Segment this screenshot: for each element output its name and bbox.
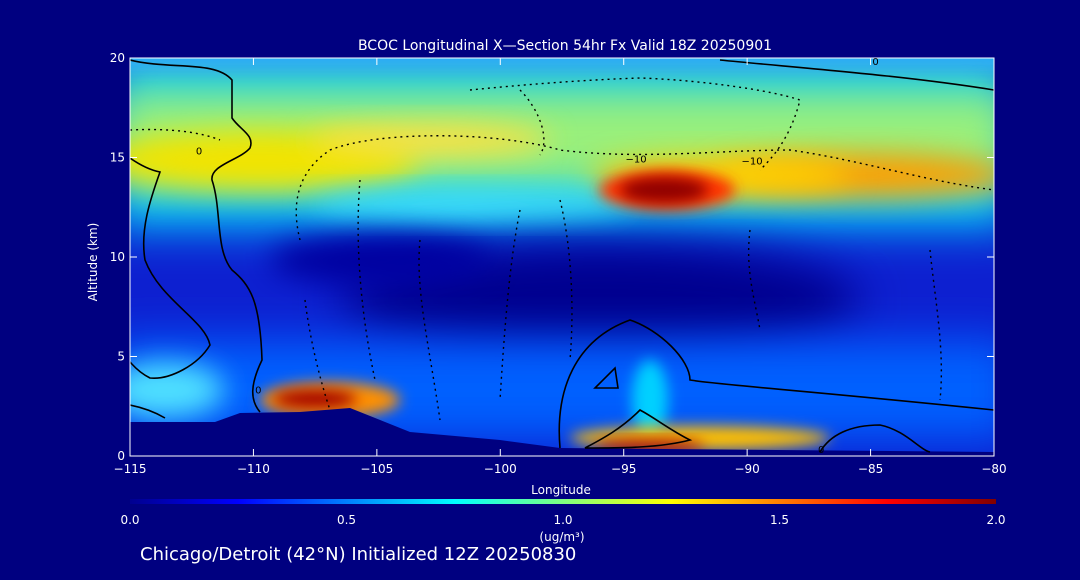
colorbar-ticks: 0.0 0.5 1.0 1.5 2.0 xyxy=(120,513,1005,527)
colorbar xyxy=(130,499,996,504)
contour-labels: 0 0 0 −10 −10 0 xyxy=(196,57,879,456)
contour-label: 0 xyxy=(196,147,202,158)
x-tick-label: −105 xyxy=(360,462,393,476)
y-tick-label: 5 xyxy=(117,350,125,364)
x-tick-label: −100 xyxy=(484,462,517,476)
contour-label: 0 xyxy=(255,385,261,396)
y-axis: 0 5 10 15 20 xyxy=(110,51,994,463)
x-tick-label: −110 xyxy=(237,462,270,476)
y-tick-label: 15 xyxy=(110,151,125,165)
colorbar-tick-label: 0.0 xyxy=(120,513,139,527)
x-tick-label: −90 xyxy=(734,462,759,476)
contour-label: −10 xyxy=(742,156,763,167)
contour-label: 0 xyxy=(818,445,824,456)
y-tick-label: 0 xyxy=(117,449,125,463)
contour-label: −10 xyxy=(626,154,647,165)
chart-title: BCOC Longitudinal X—Section 54hr Fx Vali… xyxy=(358,38,772,54)
colorbar-tick-label: 0.5 xyxy=(337,513,356,527)
y-axis-label: Altitude (km) xyxy=(86,223,100,302)
y-tick-label: 10 xyxy=(110,250,125,264)
contour-label: 0 xyxy=(872,57,878,68)
concentration-field xyxy=(130,58,994,456)
x-tick-label: −115 xyxy=(114,462,147,476)
x-axis-label: Longitude xyxy=(531,483,591,497)
y-tick-label: 20 xyxy=(110,51,125,65)
colorbar-unit-label: (ug/m³) xyxy=(539,530,584,544)
colorbar-tick-label: 2.0 xyxy=(986,513,1005,527)
x-tick-label: −85 xyxy=(858,462,883,476)
colorbar-tick-label: 1.0 xyxy=(553,513,572,527)
x-tick-label: −95 xyxy=(611,462,636,476)
x-tick-label: −80 xyxy=(981,462,1006,476)
footer-text: Chicago/Detroit (42°N) Initialized 12Z 2… xyxy=(140,544,576,565)
colorbar-tick-label: 1.5 xyxy=(770,513,789,527)
x-axis: −115 −110 −105 −100 −95 −90 −85 −80 xyxy=(114,58,1007,476)
